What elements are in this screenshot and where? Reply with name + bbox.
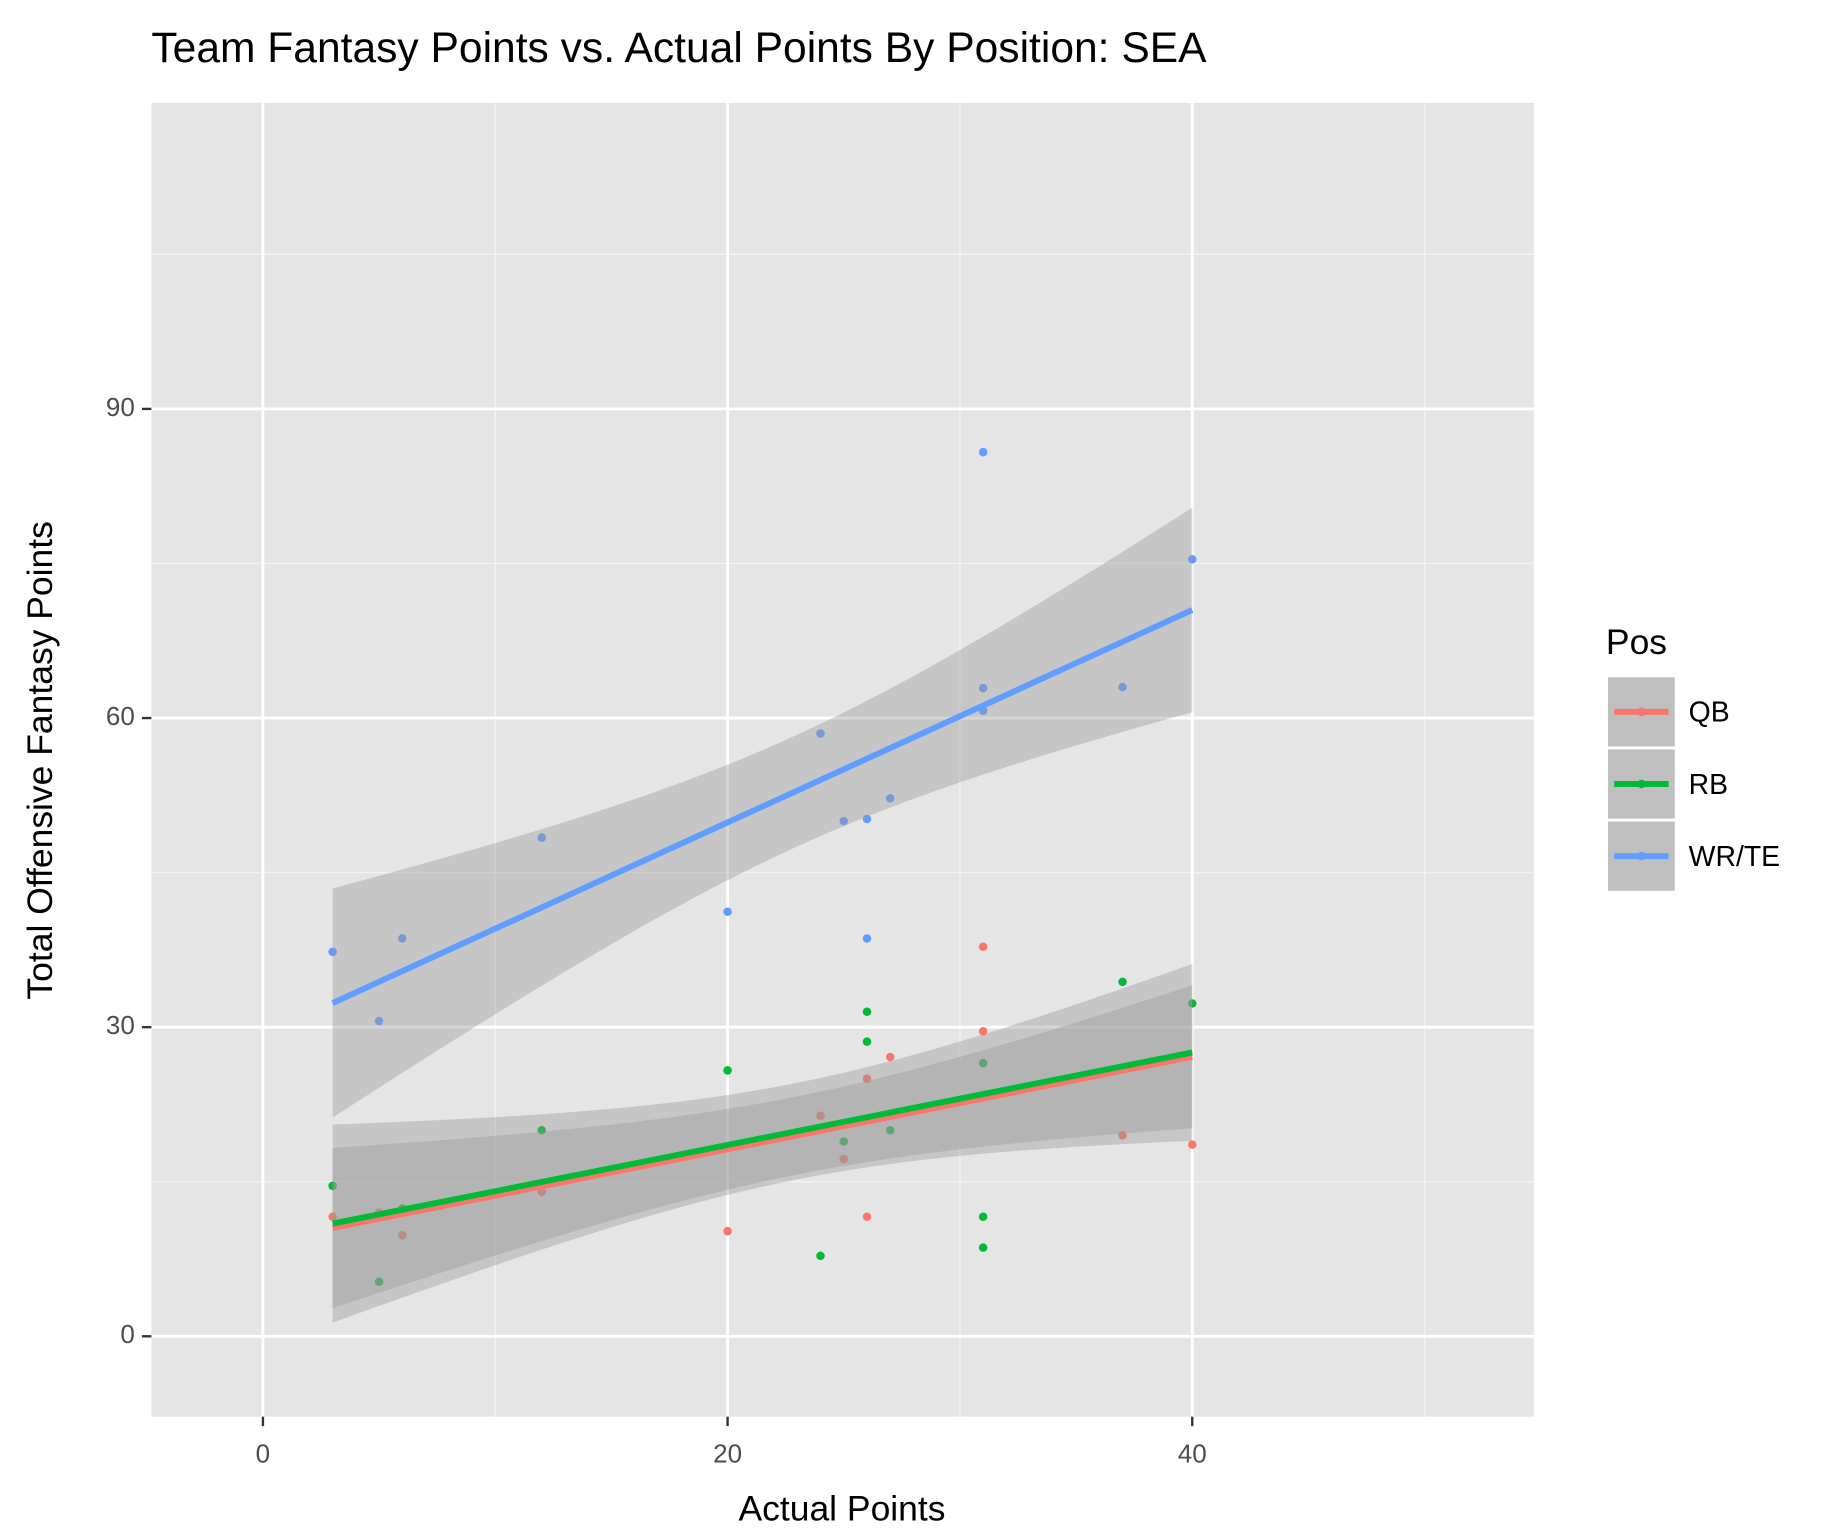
legend-label: QB: [1689, 697, 1730, 729]
y-tick-label: 90: [106, 392, 135, 422]
point: [862, 814, 872, 824]
point: [885, 794, 895, 803]
point: [1187, 1140, 1197, 1149]
x-axis-label: Actual Points: [738, 1489, 945, 1529]
point: [978, 1058, 988, 1068]
y-axis-label: Total Offensive Fantasy Points: [20, 521, 60, 999]
point: [862, 1074, 872, 1083]
point: [328, 1181, 337, 1191]
chart-title: Team Fantasy Points vs. Actual Points By…: [151, 24, 1207, 72]
point: [1187, 555, 1197, 564]
point: [839, 816, 849, 826]
point: [978, 1243, 988, 1252]
legend-title: Pos: [1606, 622, 1667, 662]
point: [374, 1016, 384, 1026]
point: [398, 1231, 407, 1240]
confidence-band: [332, 985, 1193, 1309]
point: [537, 833, 546, 842]
point: [1187, 999, 1197, 1008]
point: [723, 1226, 732, 1236]
legend-point: [1637, 779, 1646, 789]
point: [1118, 682, 1127, 692]
point: [862, 1007, 872, 1016]
point: [328, 1212, 337, 1222]
point: [816, 729, 825, 738]
legend-label: RB: [1689, 769, 1728, 801]
point: [862, 1037, 872, 1046]
y-tick-label: 0: [120, 1319, 134, 1349]
point: [816, 1251, 825, 1261]
fit-line: [331, 607, 1194, 1006]
point: [328, 947, 337, 957]
x-tick-label: 20: [713, 1439, 742, 1469]
plot-panel: [151, 102, 1534, 1417]
point: [723, 907, 732, 917]
point: [885, 1052, 895, 1062]
point: [1118, 977, 1127, 987]
fit-line: [332, 1049, 1193, 1227]
confidence-band: [332, 507, 1193, 1118]
point: [1118, 1131, 1127, 1140]
point: [862, 1212, 872, 1222]
x-tick-label: 40: [1178, 1439, 1207, 1469]
point: [839, 1154, 849, 1164]
point: [374, 1277, 384, 1286]
point: [978, 1027, 988, 1036]
point: [978, 1212, 988, 1222]
point: [978, 683, 988, 693]
point: [816, 1111, 825, 1121]
point: [839, 1137, 849, 1146]
point: [862, 934, 872, 943]
point: [398, 934, 407, 943]
fit-line: [332, 1053, 1193, 1231]
point: [537, 1125, 546, 1135]
y-tick-label: 30: [106, 1010, 135, 1040]
legend-point: [1637, 707, 1646, 717]
x-tick-label: 0: [256, 1439, 270, 1469]
point: [978, 942, 988, 952]
legend-label: WR/TE: [1689, 841, 1780, 873]
point: [885, 1125, 895, 1135]
point: [723, 1066, 732, 1075]
y-tick-label: 60: [106, 701, 135, 731]
legend-point: [1637, 851, 1646, 861]
point: [537, 1187, 546, 1197]
point: [978, 447, 988, 457]
